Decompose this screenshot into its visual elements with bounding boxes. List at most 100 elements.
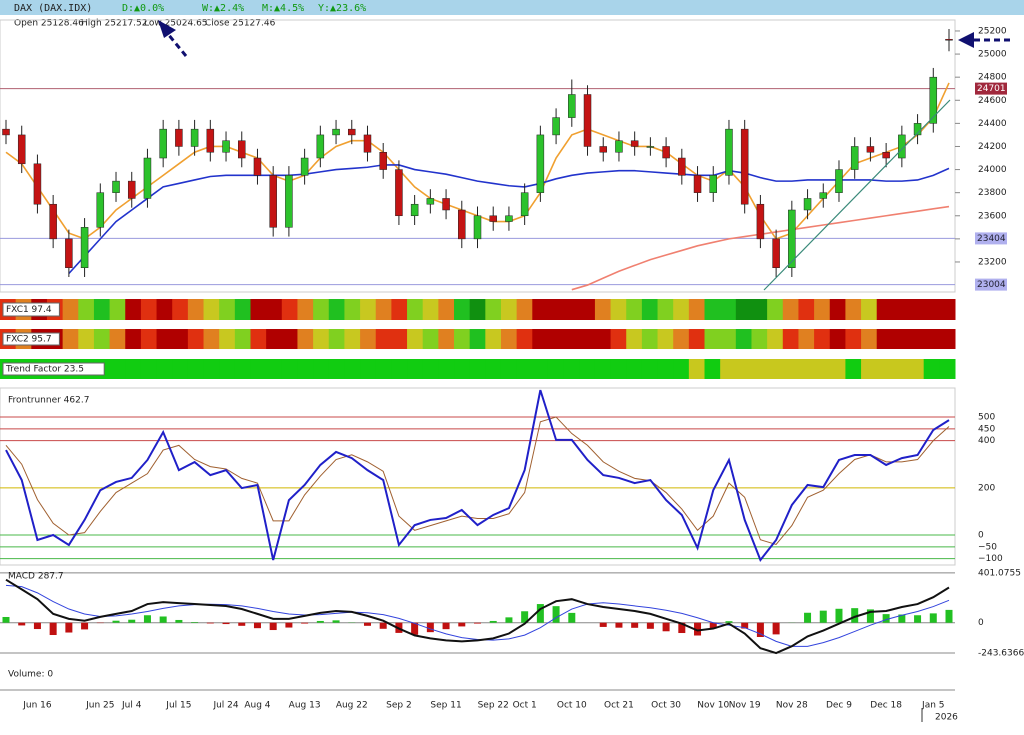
candle-body [740, 128, 749, 205]
y-tick-label: 0 [978, 531, 984, 541]
candle-body [536, 134, 545, 193]
heat-cell [861, 359, 878, 379]
level-label: 23004 [977, 280, 1006, 290]
candle-body [678, 157, 686, 176]
trend-line [763, 99, 951, 291]
histogram-bar [128, 619, 136, 623]
heat-cell [93, 329, 111, 349]
symbol: DAX (DAX.IDX) [14, 3, 92, 14]
histogram-bar [159, 616, 167, 623]
heat-cell [939, 299, 956, 320]
heat-cell [547, 329, 565, 349]
x-tick-label: Sep 22 [478, 701, 509, 711]
heat-cell [547, 359, 565, 379]
candle-body [756, 203, 765, 240]
histogram-bar [552, 606, 560, 623]
heat-cell [594, 299, 612, 320]
ohlc-info: Low 25024.65 [144, 19, 208, 29]
histogram-bar [363, 622, 371, 626]
heat-cell [360, 299, 377, 320]
candle-body [65, 238, 73, 268]
heat-cell [516, 359, 533, 379]
year-label: 2026 [935, 713, 958, 723]
histogram-bar [253, 622, 261, 629]
ohlc-info: Open 25128.46 [14, 19, 84, 29]
heat-cell [407, 359, 424, 379]
plot-area: 2320023400236002380024000242002440024600… [0, 19, 1024, 723]
histogram-bar [945, 609, 953, 623]
heat-cell [594, 329, 612, 349]
heat-cell [908, 359, 925, 379]
heat-cell [422, 299, 439, 320]
heat-cell [657, 359, 674, 379]
heat-cell [250, 329, 267, 349]
x-tick-label: Jan 5 [921, 701, 944, 711]
heat-cell [266, 329, 283, 349]
change: Y:▲23.6% [318, 3, 366, 14]
heat-cell [109, 329, 126, 349]
y-tick-label: 23200 [978, 257, 1007, 267]
level-tag [975, 232, 1007, 245]
histogram-bar [332, 620, 340, 623]
panel-label: Trend Factor 23.5 [5, 365, 84, 375]
heat-cell [250, 299, 267, 320]
heat-cell [704, 329, 721, 349]
heat-cell [360, 359, 377, 379]
heat-cell [250, 359, 267, 379]
candle-body [442, 198, 450, 211]
candle-body [599, 146, 607, 153]
level-tag [975, 82, 1007, 95]
y-tick-label: -243.6366 [978, 648, 1024, 658]
histogram-bar [835, 608, 843, 623]
heat-cell [407, 299, 424, 320]
panel-label: FXC1 97.4 [6, 305, 52, 315]
y-tick-label: 500 [978, 413, 995, 423]
candle-body [410, 203, 419, 217]
candle-body [285, 175, 293, 228]
y-tick-label: −100 [978, 554, 1003, 564]
heat-cell [626, 299, 643, 320]
heat-cell [125, 329, 142, 349]
candle-body [772, 238, 780, 268]
heat-cell [187, 299, 205, 320]
heat-cell [845, 359, 862, 379]
histogram-bar [143, 615, 151, 623]
heat-cell [782, 299, 799, 320]
candle-body [206, 128, 215, 153]
heat-cell [657, 299, 674, 320]
heat-cell [720, 299, 737, 320]
heat-cell [125, 299, 142, 320]
x-tick-label: Aug 4 [244, 701, 270, 711]
heat-cell [156, 359, 173, 379]
candle-body [49, 203, 57, 240]
candle-body [2, 128, 10, 136]
heat-cell [281, 359, 298, 379]
heat-cell [579, 359, 596, 379]
x-tick-label: Oct 10 [557, 701, 587, 711]
histogram-bar [615, 622, 623, 628]
heat-cell [454, 359, 471, 379]
heat-cell [845, 299, 862, 320]
heat-cell [782, 359, 799, 379]
heat-cell [234, 299, 251, 320]
candle-body [630, 140, 639, 147]
heat-cell [767, 329, 784, 349]
heat-cell [829, 329, 846, 349]
histogram-bar [804, 612, 812, 623]
heat-cell [939, 329, 956, 349]
histogram-bar [772, 622, 780, 635]
y-tick-label: 401.0755 [978, 568, 1021, 578]
heat-cell [78, 299, 95, 320]
heat-cell [281, 299, 298, 320]
candle-body [348, 128, 356, 136]
heat-cell [798, 329, 815, 349]
heat-cell [500, 299, 518, 320]
heat-cell [313, 299, 330, 320]
histogram-bar [18, 622, 26, 626]
heat-cell [485, 299, 502, 320]
heat-cell [751, 329, 768, 349]
x-tick-label: Jul 15 [165, 701, 191, 711]
heat-cell [829, 299, 846, 320]
heat-cell [563, 329, 580, 349]
x-tick-label: Sep 11 [430, 701, 461, 711]
